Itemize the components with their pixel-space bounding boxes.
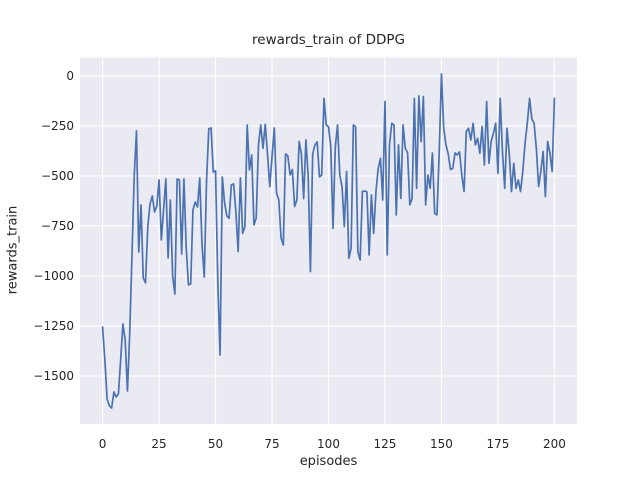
x-tick-label: 150 xyxy=(430,437,453,451)
x-tick-label: 25 xyxy=(151,437,167,451)
x-tick-label: 50 xyxy=(207,437,224,451)
x-tick-label: 125 xyxy=(373,437,397,451)
line-series xyxy=(101,73,556,409)
y-tick-label: −1000 xyxy=(33,268,74,283)
y-tick-label: −1250 xyxy=(33,318,74,333)
x-tick-label: 0 xyxy=(98,437,107,451)
x-tick-label: 75 xyxy=(264,437,280,451)
y-tick-label: 0 xyxy=(66,68,74,83)
y-tick-label: −250 xyxy=(41,118,74,133)
x-tick-label: 100 xyxy=(317,437,340,451)
x-axis-label: episodes xyxy=(299,454,358,469)
y-tick-label: −1500 xyxy=(33,368,74,383)
chart-title: rewards_train of DDPG xyxy=(252,32,405,48)
y-tick-label: −500 xyxy=(41,168,74,183)
x-tick-label: 175 xyxy=(486,437,510,451)
y-tick-label: −750 xyxy=(41,218,74,233)
x-tick-label: 200 xyxy=(542,437,566,451)
